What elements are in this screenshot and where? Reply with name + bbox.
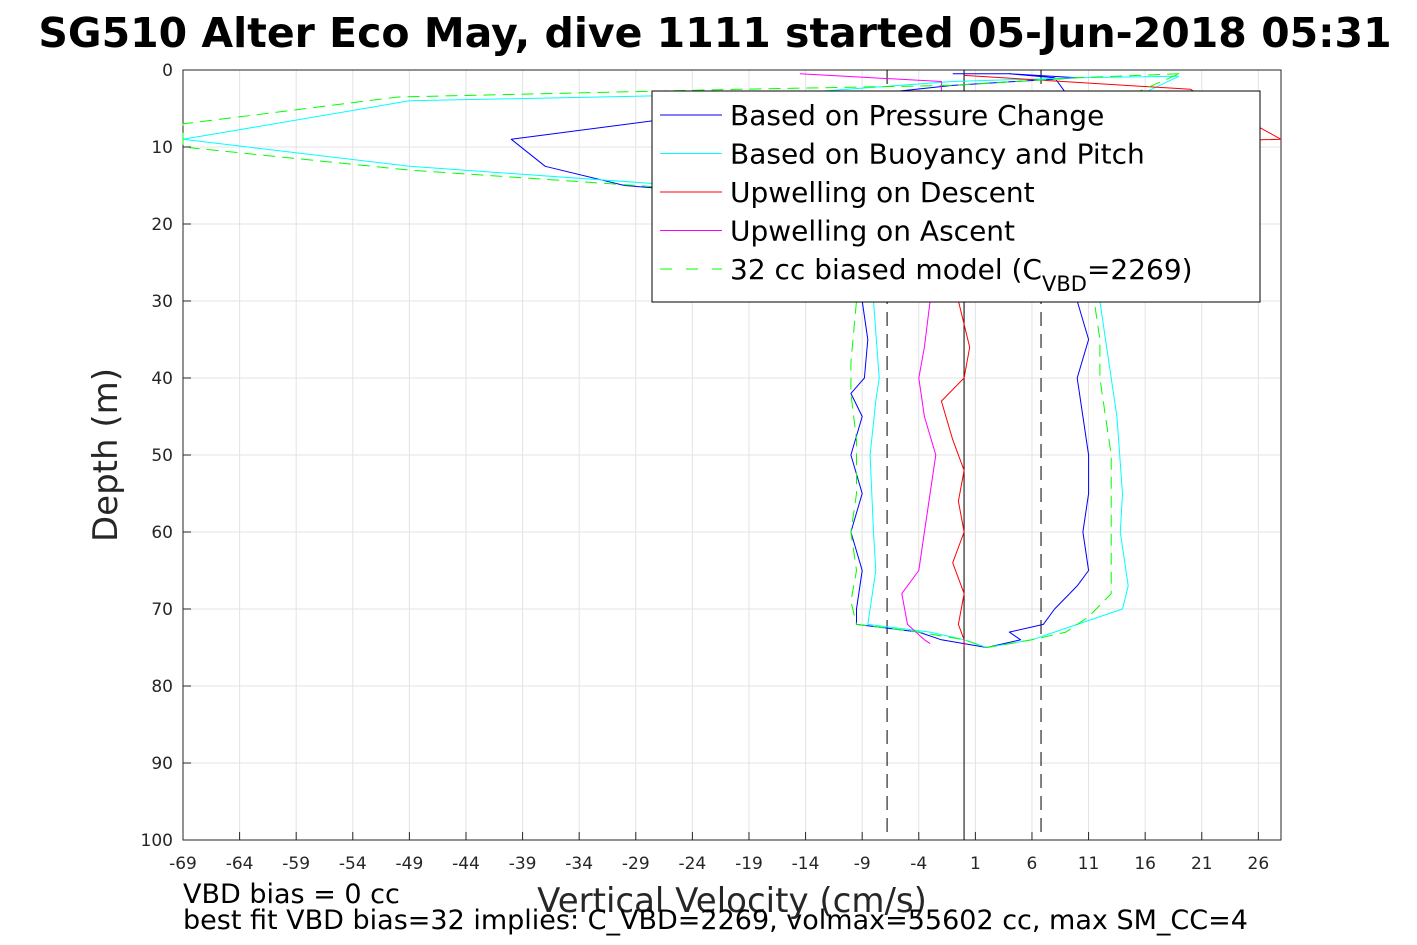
- plot-area-frame: [182, 69, 1282, 841]
- y-tick-label: 0: [162, 61, 173, 81]
- footer-line-1: VBD bias = 0 cc: [183, 879, 400, 910]
- x-tick-label: 21: [1191, 854, 1213, 874]
- x-tick-label: 16: [1134, 854, 1156, 874]
- chart-title: SG510 Alter Eco May, dive 1111 started 0…: [38, 9, 1391, 57]
- x-tick-label: 1: [970, 854, 981, 874]
- legend-label: Based on Buoyancy and Pitch: [730, 138, 1145, 171]
- y-tick-label: 10: [151, 138, 173, 158]
- x-tick-label: -29: [622, 854, 650, 874]
- y-tick-labels: 0 10 20 30 40 50 60 70 80 90 100: [141, 61, 173, 851]
- footer-line-2: best fit VBD bias=32 implies: C_VBD=2269…: [183, 905, 1248, 936]
- y-tick-label: 90: [151, 754, 173, 774]
- legend-label: Based on Pressure Change: [730, 99, 1104, 132]
- x-tick-label: -44: [452, 854, 480, 874]
- x-tick-label: 11: [1078, 854, 1100, 874]
- x-tick-label: 26: [1248, 854, 1270, 874]
- y-tick-label: 80: [151, 677, 173, 697]
- x-tick-label: -34: [565, 854, 593, 874]
- legend-box: [651, 90, 1261, 303]
- y-tick-label: 100: [141, 831, 173, 851]
- x-axis-label: Vertical Velocity (cm/s): [537, 881, 927, 921]
- y-tick-label: 30: [151, 292, 173, 312]
- legend-label: Upwelling on Ascent: [730, 215, 1015, 248]
- x-tick-label: -4: [910, 854, 927, 874]
- x-tick-label: -49: [396, 854, 424, 874]
- legend-label: Upwelling on Descent: [730, 176, 1035, 209]
- y-tick-label: 20: [151, 215, 173, 235]
- x-tick-label: -14: [792, 854, 820, 874]
- x-tick-label: -24: [678, 854, 706, 874]
- y-tick-label: 60: [151, 523, 173, 543]
- y-tick-label: 70: [151, 600, 173, 620]
- legend: Based on Pressure Change Based on Buoyanc…: [651, 90, 1261, 303]
- x-tick-label: -69: [169, 854, 197, 874]
- x-tick-label: 6: [1027, 854, 1038, 874]
- x-tick-label: -64: [226, 854, 254, 874]
- series-line-32-cc-biased-model-c-vbd-2269: [182, 73, 1180, 648]
- x-tick-label: -9: [854, 854, 871, 874]
- x-tick-label: -54: [339, 854, 367, 874]
- x-tick-label: -59: [282, 854, 310, 874]
- y-axis-label: Depth (m): [86, 368, 126, 542]
- x-tick-label: -39: [509, 854, 537, 874]
- x-tick-label: -19: [735, 854, 763, 874]
- y-tick-label: 50: [151, 446, 173, 466]
- x-tick-labels: -69 -64 -59 -54 -49 -44 -39 -34 -29 -24 -19 -14 -9 -4…: [169, 854, 1269, 874]
- y-tick-label: 40: [151, 369, 173, 389]
